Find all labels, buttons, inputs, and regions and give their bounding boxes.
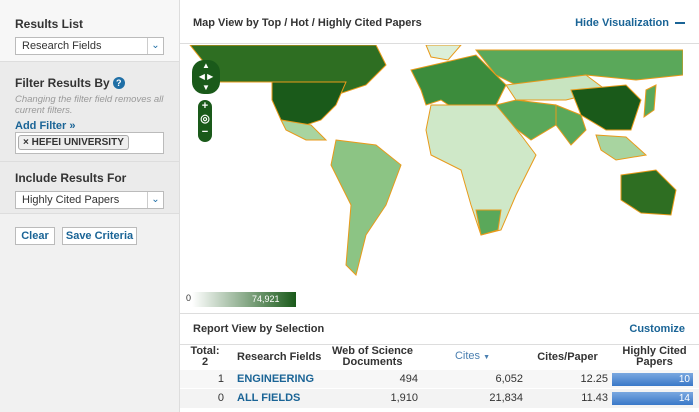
row-cites-per-paper: 11.43 bbox=[525, 388, 610, 408]
remove-tag-icon[interactable]: × bbox=[23, 137, 32, 148]
country-greenland bbox=[425, 45, 462, 61]
results-list-select[interactable]: Research Fields ⌄ bbox=[15, 37, 164, 55]
cites-label: Cites bbox=[454, 350, 481, 362]
results-list-label: Results List bbox=[15, 17, 84, 31]
row-field-link[interactable]: ALL FIELDS bbox=[230, 388, 325, 408]
zoom-control[interactable]: + ◎ − bbox=[198, 100, 212, 142]
row-rank: 1 bbox=[180, 369, 230, 389]
include-section: Include Results For Highly Cited Papers ⌄ bbox=[0, 162, 179, 214]
add-filter-link[interactable]: Add Filter » bbox=[15, 120, 76, 132]
pan-control[interactable]: ▲ ◀ ▶ ▼ bbox=[192, 60, 220, 94]
legend-max: 74,921 bbox=[252, 294, 280, 304]
col-research-fields[interactable]: Research Fields bbox=[230, 344, 325, 370]
chevron-down-icon: ⌄ bbox=[147, 192, 163, 208]
report-section: Report View by Selection Customize Total… bbox=[180, 313, 699, 408]
row-rank: 0 bbox=[180, 388, 230, 408]
pan-arrows-icon[interactable]: ▲ ◀ ▶ ▼ bbox=[198, 61, 214, 92]
globe-icon[interactable]: ◎ bbox=[200, 113, 210, 125]
map-title: Map View by Top / Hot / Highly Cited Pap… bbox=[193, 17, 422, 29]
country-japan bbox=[643, 84, 657, 119]
sidebar: Results List Research Fields ⌄ Filter Res… bbox=[0, 0, 180, 412]
legend-min: 0 bbox=[186, 293, 192, 303]
chevron-down-icon: ⌄ bbox=[147, 38, 163, 54]
zoom-out-icon[interactable]: − bbox=[201, 126, 209, 138]
report-title: Report View by Selection bbox=[193, 323, 325, 335]
country-india bbox=[555, 104, 587, 146]
results-list-value: Research Fields bbox=[22, 40, 102, 52]
minus-icon[interactable] bbox=[675, 22, 685, 24]
country-south-africa bbox=[475, 209, 502, 236]
row-cites-per-paper: 12.25 bbox=[525, 369, 610, 389]
map-legend: 74,921 bbox=[192, 292, 296, 307]
region-south-america bbox=[330, 139, 402, 276]
world-map[interactable] bbox=[186, 45, 683, 285]
row-cites: 6,052 bbox=[420, 369, 525, 389]
row-cites: 21,834 bbox=[420, 388, 525, 408]
col-cites-per-paper[interactable]: Cites/Paper bbox=[525, 344, 610, 370]
filter-tag[interactable]: × HEFEI UNIVERSITY bbox=[18, 135, 129, 150]
report-table: Total: 2 Research Fields Web of Science D… bbox=[180, 344, 699, 408]
hide-visualization-link[interactable]: Hide Visualization bbox=[575, 17, 669, 29]
row-hcp-bar: 10 bbox=[612, 372, 693, 386]
col-cites[interactable]: Cites ▼ bbox=[420, 344, 525, 370]
help-icon[interactable]: ? bbox=[112, 77, 125, 89]
save-criteria-button[interactable]: Save Criteria bbox=[62, 227, 137, 245]
include-value: Highly Cited Papers bbox=[22, 194, 120, 206]
col-highly-cited-papers[interactable]: Highly Cited Papers bbox=[610, 344, 699, 370]
filter-box[interactable]: × HEFEI UNIVERSITY bbox=[15, 132, 164, 154]
country-mexico bbox=[280, 119, 328, 141]
total-value: 2 bbox=[201, 356, 209, 368]
filter-section: Filter Results By? Changing the filter f… bbox=[0, 62, 179, 162]
results-list-section: Results List Research Fields ⌄ bbox=[0, 0, 179, 62]
clear-button[interactable]: Clear bbox=[15, 227, 55, 245]
region-southeast-asia bbox=[595, 134, 648, 161]
filter-label: Filter Results By bbox=[15, 76, 110, 90]
country-australia bbox=[620, 169, 677, 216]
include-label: Include Results For bbox=[15, 171, 127, 185]
table-row: 0 ALL FIELDS 1,910 21,834 11.43 14 bbox=[180, 388, 699, 408]
map-header: Map View by Top / Hot / Highly Cited Pap… bbox=[180, 0, 699, 44]
table-row: 1 ENGINEERING 494 6,052 12.25 10 bbox=[180, 369, 699, 389]
include-select[interactable]: Highly Cited Papers ⌄ bbox=[15, 191, 164, 209]
filter-tag-label: HEFEI UNIVERSITY bbox=[31, 137, 124, 148]
country-russia bbox=[474, 49, 683, 86]
country-usa bbox=[271, 81, 347, 126]
main: Map View by Top / Hot / Highly Cited Pap… bbox=[180, 0, 699, 412]
zoom-in-icon[interactable]: + bbox=[201, 100, 209, 112]
customize-link[interactable]: Customize bbox=[629, 323, 685, 335]
sort-desc-icon: ▼ bbox=[483, 354, 491, 361]
row-field-link[interactable]: ENGINEERING bbox=[230, 369, 325, 389]
filter-note: Changing the filter field removes all cu… bbox=[15, 94, 164, 116]
col-wos-documents[interactable]: Web of Science Documents bbox=[325, 344, 420, 370]
row-docs: 1,910 bbox=[325, 388, 420, 408]
row-docs: 494 bbox=[325, 369, 420, 389]
row-hcp-bar: 14 bbox=[612, 391, 693, 405]
total-label: Total: bbox=[190, 345, 220, 357]
